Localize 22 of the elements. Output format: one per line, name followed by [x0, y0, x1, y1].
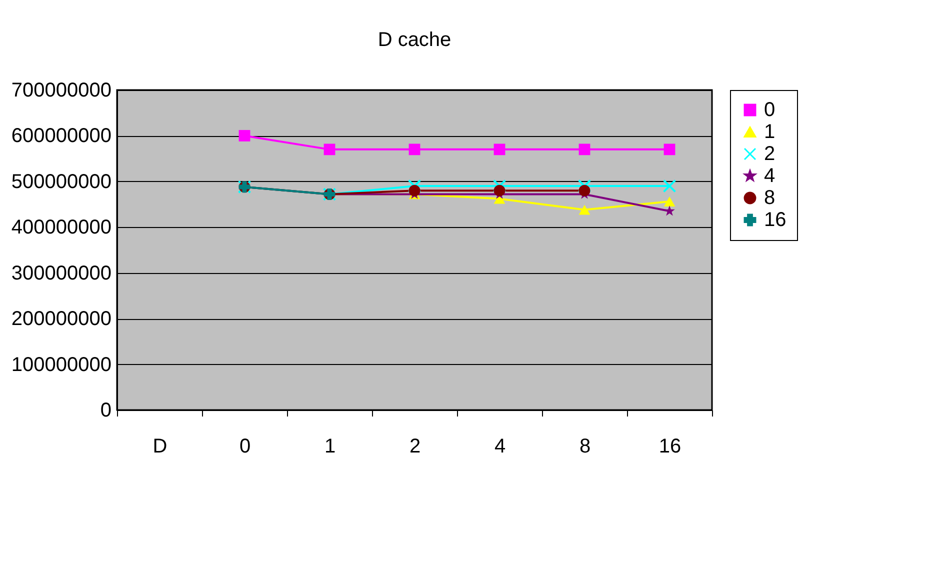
legend-label: 2 — [764, 143, 776, 165]
x-tick-label: 2 — [409, 436, 421, 458]
y-tick-label: 300000000 — [11, 262, 112, 284]
y-tick-label: 700000000 — [11, 80, 112, 102]
legend-label: 4 — [764, 165, 776, 187]
x-tick-label: 4 — [494, 436, 506, 458]
legend-label: 0 — [764, 99, 776, 121]
x-tick-label: D — [152, 436, 168, 458]
x-tick-label: 16 — [658, 436, 682, 458]
x-tick-label: 0 — [239, 436, 251, 458]
y-tick-label: 400000000 — [11, 216, 112, 239]
y-tick-label: 500000000 — [11, 170, 112, 193]
y-tick-label: 100000000 — [11, 354, 112, 376]
legend-label: 1 — [764, 121, 776, 143]
chart-title: D cache — [378, 29, 452, 51]
x-tick-label: 1 — [324, 436, 336, 458]
legend-label: 8 — [764, 187, 776, 209]
x-tick-label: 8 — [579, 436, 591, 458]
y-tick-label: 200000000 — [11, 308, 112, 330]
y-tick-label: 600000000 — [11, 125, 112, 148]
legend-label: 16 — [764, 209, 786, 231]
y-tick-label: 0 — [100, 400, 112, 422]
